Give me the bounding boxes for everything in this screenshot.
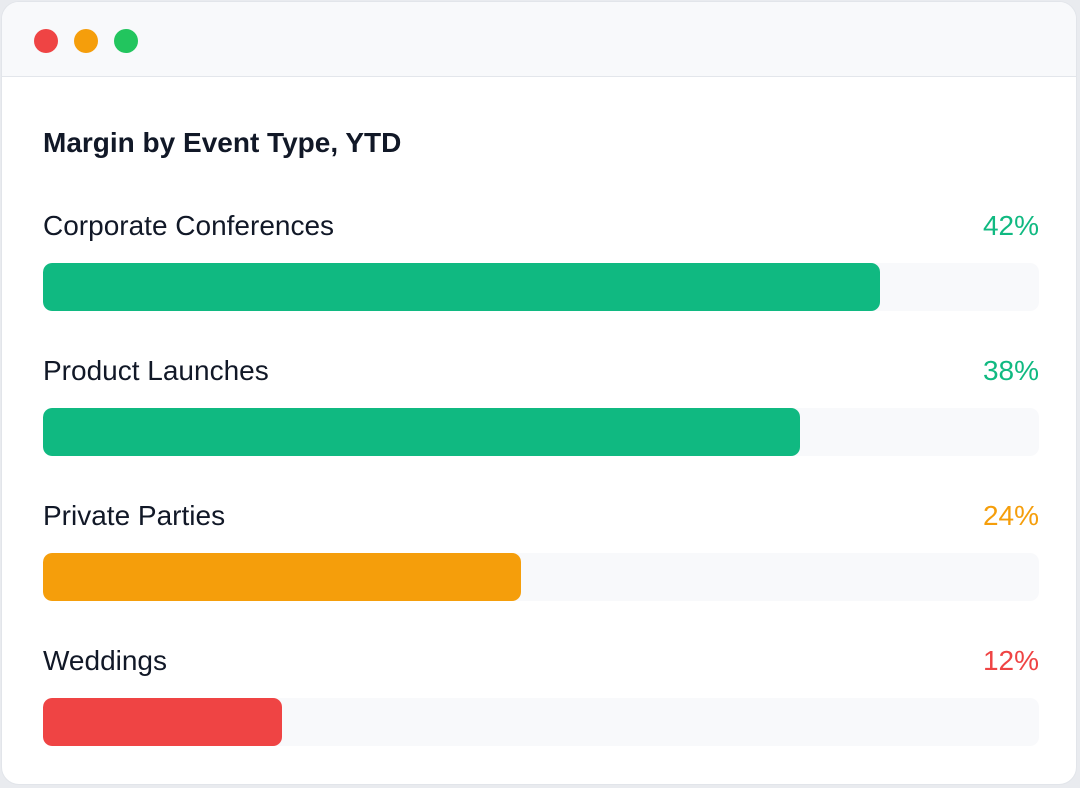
bar-track [43, 263, 1039, 311]
bar-row: Private Parties 24% [43, 496, 1039, 641]
bar-track [43, 698, 1039, 746]
minimize-window-button[interactable] [74, 29, 98, 53]
close-window-button[interactable] [34, 29, 58, 53]
bar-label: Private Parties [43, 500, 226, 531]
bar-row: Weddings 12% [43, 641, 1039, 784]
bar-value-label: 38% [982, 355, 1039, 386]
window-titlebar [2, 2, 1076, 77]
bar-list: Corporate Conferences 42% Product Launches… [43, 206, 1039, 784]
bar [43, 553, 522, 601]
bar-value-label: 24% [982, 500, 1039, 531]
bar [43, 408, 800, 456]
bar-label: Weddings [43, 645, 168, 676]
bar [43, 698, 283, 746]
bar-value-label: 42% [982, 210, 1039, 241]
bar-track [43, 553, 1039, 601]
bar-row: Corporate Conferences 42% [43, 206, 1039, 351]
bar-track [43, 408, 1039, 456]
bar-label: Corporate Conferences [43, 210, 335, 241]
bar-value-label: 12% [982, 645, 1039, 676]
maximize-window-button[interactable] [114, 29, 138, 53]
bar [43, 263, 880, 311]
chart-title: Margin by Event Type, YTD [43, 127, 402, 158]
bar-row: Product Launches 38% [43, 351, 1039, 496]
bar-label: Product Launches [43, 355, 269, 386]
